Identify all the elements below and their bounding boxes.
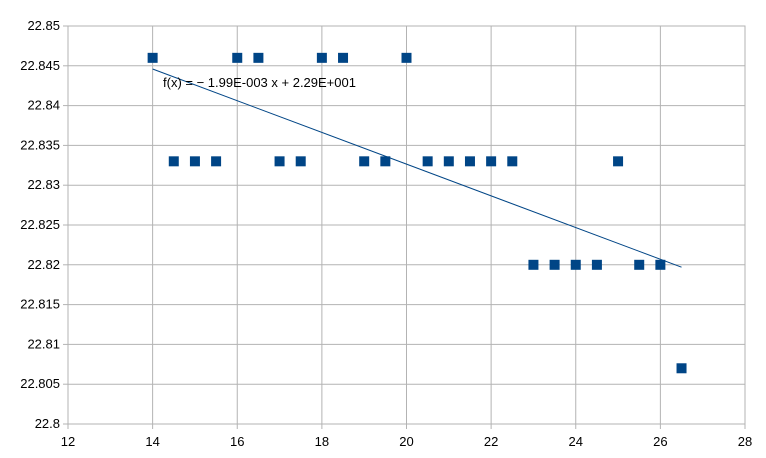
data-point xyxy=(359,156,370,167)
x-tick-label: 24 xyxy=(569,434,583,449)
data-point xyxy=(676,363,687,374)
y-tick-label: 22.845 xyxy=(20,58,60,73)
axes xyxy=(63,25,746,429)
y-tick-label: 22.83 xyxy=(27,177,60,192)
data-point xyxy=(168,156,179,167)
x-tick-label: 22 xyxy=(484,434,498,449)
data-points xyxy=(147,52,687,374)
data-point xyxy=(464,156,475,167)
x-tick-label: 16 xyxy=(230,434,244,449)
y-tick-label: 22.815 xyxy=(20,297,60,312)
y-tick-labels: 22.8 22.805 22.81 22.815 22.82 22.825 22.83 22.… xyxy=(20,18,60,431)
data-point xyxy=(655,259,666,270)
data-point xyxy=(613,156,624,167)
x-tick-label: 26 xyxy=(653,434,667,449)
data-point xyxy=(443,156,454,167)
data-point xyxy=(253,52,264,63)
data-point xyxy=(507,156,518,167)
data-point xyxy=(211,156,222,167)
y-tick-label: 22.85 xyxy=(27,18,60,33)
trendline-group xyxy=(152,68,682,268)
data-point xyxy=(422,156,433,167)
data-point xyxy=(232,52,243,63)
trendline-equation: f(x) = − 1.99E-003 x + 2.29E+001 xyxy=(163,75,356,90)
x-tick-label: 18 xyxy=(315,434,329,449)
y-tick-label: 22.835 xyxy=(20,137,60,152)
data-point xyxy=(570,259,581,270)
x-tick-label: 20 xyxy=(399,434,413,449)
x-tick-label: 12 xyxy=(61,434,75,449)
y-tick-label: 22.825 xyxy=(20,217,60,232)
plot-frame xyxy=(67,25,746,425)
y-tick-label: 22.81 xyxy=(27,336,60,351)
y-tick-label: 22.82 xyxy=(27,257,60,272)
data-point xyxy=(528,259,539,270)
x-tick-label: 14 xyxy=(145,434,159,449)
data-point xyxy=(486,156,497,167)
y-tick-label: 22.84 xyxy=(27,98,60,113)
data-point xyxy=(380,156,391,167)
y-tick-label: 22.805 xyxy=(20,376,60,391)
data-point xyxy=(189,156,200,167)
data-point xyxy=(634,259,645,270)
y-tick-label: 22.8 xyxy=(35,416,60,431)
data-point xyxy=(338,52,349,63)
trendline xyxy=(152,68,682,268)
data-point xyxy=(401,52,412,63)
x-tick-labels: 12 14 16 18 20 22 24 26 28 xyxy=(61,434,752,449)
data-point xyxy=(316,52,327,63)
x-tick-label: 28 xyxy=(738,434,752,449)
data-point xyxy=(549,259,560,270)
data-point xyxy=(591,259,602,270)
data-point xyxy=(295,156,306,167)
data-point xyxy=(274,156,285,167)
data-point xyxy=(147,52,158,63)
